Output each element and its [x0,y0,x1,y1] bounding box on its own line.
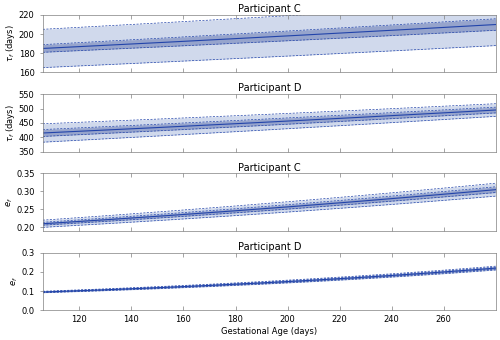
Y-axis label: $e_f$: $e_f$ [4,197,14,207]
Y-axis label: $e_f$: $e_f$ [10,276,20,287]
X-axis label: Gestational Age (days): Gestational Age (days) [222,327,318,336]
Y-axis label: $\tau_f$ (days): $\tau_f$ (days) [4,25,18,63]
Title: Participant C: Participant C [238,163,300,173]
Title: Participant D: Participant D [238,242,301,252]
Y-axis label: $\tau_f$ (days): $\tau_f$ (days) [4,104,18,142]
Title: Participant C: Participant C [238,4,300,14]
Title: Participant D: Participant D [238,83,301,94]
